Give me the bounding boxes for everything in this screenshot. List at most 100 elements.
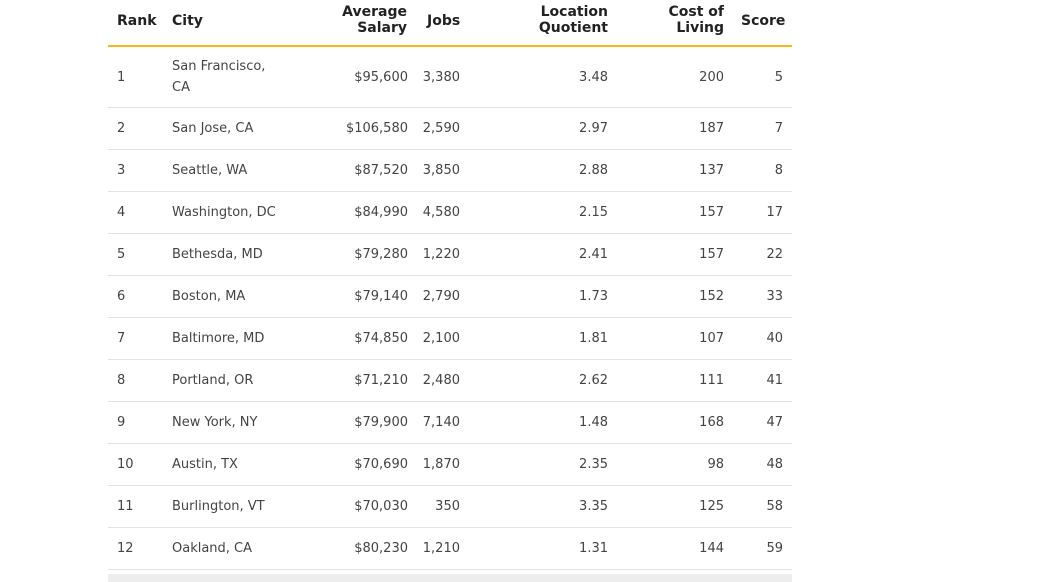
table-row: 5 Bethesda, MD $79,280 1,220 2.41 157 22 bbox=[108, 234, 792, 276]
location-quotient-cell: 3.48 bbox=[579, 69, 608, 85]
cost-of-living-cell: 187 bbox=[699, 121, 724, 136]
city-cell: Seattle, WA bbox=[172, 163, 248, 178]
salary-cell: $79,900 bbox=[354, 415, 408, 430]
location-quotient-cell: 2.15 bbox=[579, 205, 608, 220]
city-cell: Burlington, VT bbox=[172, 499, 265, 514]
cost-of-living-cell: 157 bbox=[699, 247, 724, 262]
location-quotient-cell: 2.88 bbox=[579, 163, 608, 178]
city-cell: New York, NY bbox=[172, 415, 258, 430]
table-row: 7 Baltimore, MD $74,850 2,100 1.81 107 40 bbox=[108, 318, 792, 360]
jobs-cell: 1,220 bbox=[422, 247, 460, 262]
salary-cell: $79,280 bbox=[354, 247, 408, 262]
jobs-cell: 1,870 bbox=[422, 457, 460, 472]
city-cell: Baltimore, MD bbox=[172, 331, 265, 346]
table-row: 6 Boston, MA $79,140 2,790 1.73 152 33 bbox=[108, 276, 792, 318]
cost-of-living-cell: 137 bbox=[699, 163, 724, 178]
salary-cell: $70,030 bbox=[354, 499, 408, 514]
ranking-table: Rank City Average Salary Jobs Location Q… bbox=[108, 0, 792, 582]
table-row: 12 Oakland, CA $80,230 1,210 1.31 144 59 bbox=[108, 528, 792, 570]
location-quotient-cell: 2.97 bbox=[579, 121, 608, 136]
rank-cell: 8 bbox=[117, 373, 126, 388]
cost-of-living-cell: 107 bbox=[699, 331, 724, 346]
table-row: 11 Burlington, VT $70,030 350 3.35 125 58 bbox=[108, 486, 792, 528]
jobs-cell: 7,140 bbox=[422, 415, 460, 430]
cost-of-living-cell: 111 bbox=[699, 373, 724, 388]
salary-cell: $74,850 bbox=[354, 331, 408, 346]
rank-cell: 5 bbox=[117, 247, 126, 262]
city-cell: Portland, OR bbox=[172, 373, 254, 388]
city-cell: San Francisco, CA bbox=[172, 59, 266, 95]
header-score[interactable]: Score bbox=[741, 13, 786, 29]
salary-cell: $84,990 bbox=[354, 205, 408, 220]
score-cell: 48 bbox=[766, 457, 783, 472]
table-header: Rank City Average Salary Jobs Location Q… bbox=[108, 0, 792, 47]
rank-cell: 1 bbox=[117, 69, 126, 85]
rank-cell: 4 bbox=[117, 205, 126, 220]
rank-cell: 3 bbox=[117, 163, 126, 178]
jobs-cell: 4,580 bbox=[422, 205, 460, 220]
rank-cell: 2 bbox=[117, 121, 126, 136]
location-quotient-cell: 3.35 bbox=[579, 499, 608, 514]
city-cell: San Jose, CA bbox=[172, 121, 254, 136]
header-rank[interactable]: Rank bbox=[117, 13, 157, 29]
header-location-quotient[interactable]: Location Quotient bbox=[538, 4, 608, 36]
rank-cell: 11 bbox=[117, 499, 134, 514]
header-cost-of-living[interactable]: Cost of Living bbox=[668, 4, 724, 36]
location-quotient-cell: 1.73 bbox=[579, 289, 608, 304]
rank-cell: 10 bbox=[117, 457, 134, 472]
score-cell: 17 bbox=[766, 205, 783, 220]
jobs-cell: 2,480 bbox=[422, 373, 460, 388]
location-quotient-cell: 2.62 bbox=[579, 373, 608, 388]
city-cell: Washington, DC bbox=[172, 205, 276, 220]
jobs-cell: 2,790 bbox=[422, 289, 460, 304]
city-cell: Oakland, CA bbox=[172, 541, 253, 556]
table-scrollbar[interactable] bbox=[108, 574, 792, 582]
table-body: 1 San Francisco, CA $95,600 3,380 3.48 200 5 2 S… bbox=[108, 47, 792, 570]
table-row: 8 Portland, OR $71,210 2,480 2.62 111 41 bbox=[108, 360, 792, 402]
cost-of-living-cell: 144 bbox=[699, 541, 724, 556]
score-cell: 47 bbox=[766, 415, 783, 430]
score-cell: 22 bbox=[766, 247, 783, 262]
header-average-salary[interactable]: Average Salary bbox=[342, 4, 407, 36]
jobs-cell: 350 bbox=[435, 499, 460, 514]
location-quotient-cell: 2.41 bbox=[579, 247, 608, 262]
score-cell: 8 bbox=[774, 163, 783, 178]
jobs-cell: 3,380 bbox=[422, 69, 460, 85]
jobs-cell: 2,100 bbox=[422, 331, 460, 346]
cost-of-living-cell: 168 bbox=[699, 415, 724, 430]
header-jobs[interactable]: Jobs bbox=[427, 13, 461, 29]
score-cell: 41 bbox=[766, 373, 783, 388]
score-cell: 40 bbox=[766, 331, 783, 346]
salary-cell: $95,600 bbox=[354, 69, 408, 85]
table-row: 10 Austin, TX $70,690 1,870 2.35 98 48 bbox=[108, 444, 792, 486]
rank-cell: 9 bbox=[117, 415, 126, 430]
rank-cell: 6 bbox=[117, 289, 126, 304]
score-cell: 59 bbox=[766, 541, 783, 556]
city-cell: Boston, MA bbox=[172, 289, 246, 304]
score-cell: 33 bbox=[766, 289, 783, 304]
city-cell: Bethesda, MD bbox=[172, 247, 263, 262]
cost-of-living-cell: 125 bbox=[699, 499, 724, 514]
jobs-cell: 3,850 bbox=[422, 163, 460, 178]
salary-cell: $106,580 bbox=[345, 121, 408, 136]
jobs-cell: 2,590 bbox=[422, 121, 460, 136]
location-quotient-cell: 1.81 bbox=[579, 331, 608, 346]
table-row: 2 San Jose, CA $106,580 2,590 2.97 187 7 bbox=[108, 108, 792, 150]
table-row: 1 San Francisco, CA $95,600 3,380 3.48 200 5 bbox=[108, 47, 792, 108]
salary-cell: $79,140 bbox=[354, 289, 408, 304]
score-cell: 7 bbox=[774, 121, 783, 136]
header-city[interactable]: City bbox=[172, 13, 203, 29]
city-cell: Austin, TX bbox=[172, 457, 238, 472]
location-quotient-cell: 1.31 bbox=[579, 541, 608, 556]
rank-cell: 12 bbox=[117, 541, 134, 556]
score-cell: 58 bbox=[766, 499, 783, 514]
table-row: 3 Seattle, WA $87,520 3,850 2.88 137 8 bbox=[108, 150, 792, 192]
location-quotient-cell: 1.48 bbox=[579, 415, 608, 430]
table-row: 9 New York, NY $79,900 7,140 1.48 168 47 bbox=[108, 402, 792, 444]
cost-of-living-cell: 98 bbox=[707, 457, 724, 472]
jobs-cell: 1,210 bbox=[422, 541, 460, 556]
salary-cell: $87,520 bbox=[354, 163, 408, 178]
table-row: 4 Washington, DC $84,990 4,580 2.15 157 17 bbox=[108, 192, 792, 234]
cost-of-living-cell: 152 bbox=[699, 289, 724, 304]
location-quotient-cell: 2.35 bbox=[579, 457, 608, 472]
